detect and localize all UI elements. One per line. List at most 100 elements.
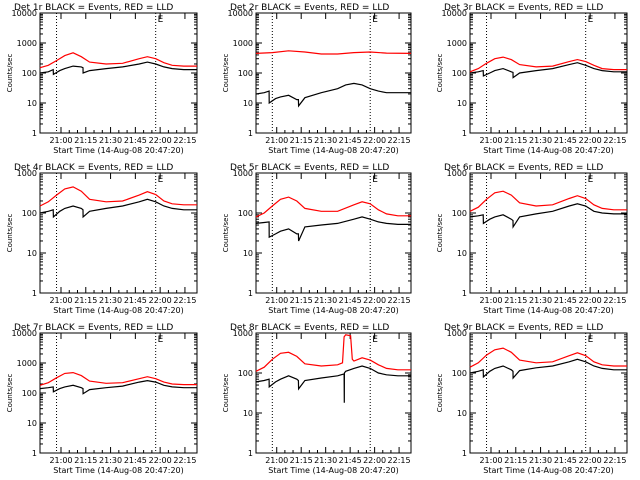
y-axis-label: Counts/sec [436,214,444,253]
x-tick-label: 21:15 [290,456,313,465]
x-tick-label: 21:00 [49,296,72,305]
x-tick-label: 22:00 [363,296,386,305]
panel-4: Det 4r BLACK = Events, RED = LLD 1 10 100 10… [6,163,198,315]
x-tick-label: 22:15 [603,296,626,305]
series-events-line [255,82,411,108]
x-tick-label: 21:45 [124,456,147,465]
y-tick-label: 10 [243,99,253,108]
corner-mark: E [158,335,164,345]
panel-5: Det 5r BLACK = Events, RED = LLD 1 10 100 10… [222,163,412,315]
x-tick-label: 21:45 [339,136,362,145]
x-tick-label: 22:15 [388,136,411,145]
series-events-line [39,379,197,395]
y-tick-label: 1000 [233,329,253,338]
y-tick-label: 100 [452,209,467,218]
y-tick-label: 10000 [442,9,467,18]
x-axis-label: Start Time (14-Aug-08 20:47:20) [53,306,184,315]
x-tick-label: 21:15 [74,456,97,465]
x-axis-label: Start Time (14-Aug-08 20:47:20) [483,146,614,155]
y-tick-label: 1000 [17,359,37,368]
y-tick-label: 10 [457,99,467,108]
panel-3: Det 3r BLACK = Events, RED = LLD 1 10 100 10… [436,3,628,155]
series-events-line [469,62,627,79]
plot-frame [255,332,412,454]
y-tick-label: 10 [457,249,467,258]
y-tick-label: 10 [243,409,253,418]
panel-title: Det 4r BLACK = Events, RED = LLD [14,163,173,173]
series-events-line [39,61,197,76]
y-tick-label: 1000 [17,169,37,178]
x-tick-label: 21:45 [339,296,362,305]
x-tick-label: 22:00 [579,296,602,305]
corner-mark: E [372,335,378,345]
series-lld-line [255,196,411,218]
series-lld-line [255,334,411,372]
x-axis-label: Start Time (14-Aug-08 20:47:20) [483,306,614,315]
corner-mark: E [588,175,594,185]
y-tick-label: 1 [248,449,253,458]
panel-2: Det 2r BLACK = Events, RED = LLD 1 10 100 10… [222,3,412,155]
x-tick-label: 21:00 [479,136,502,145]
y-tick-label: 100 [22,209,37,218]
series-events-line [469,358,627,380]
x-tick-label: 21:30 [99,296,122,305]
x-tick-label: 22:00 [149,296,172,305]
y-axis-label: Counts/sec [436,374,444,413]
y-tick-label: 100 [452,69,467,78]
series-lld-line [469,347,627,368]
panel-title: Det 6r BLACK = Events, RED = LLD [444,163,603,173]
x-tick-label: 22:15 [173,296,196,305]
series-lld-line [469,56,627,73]
x-tick-label: 21:15 [290,296,313,305]
x-tick-label: 21:00 [479,456,502,465]
x-axis-label: Start Time (14-Aug-08 20:47:20) [483,466,614,475]
y-axis-label: Counts/sec [222,214,230,253]
panel-9: Det 9r BLACK = Events, RED = LLD 1 10 100 10… [436,323,628,475]
x-axis-label: Start Time (14-Aug-08 20:47:20) [268,306,399,315]
y-tick-label: 1 [248,129,253,138]
x-tick-label: 21:30 [529,456,552,465]
series-lld-line [255,50,412,55]
y-axis-label: Counts/sec [6,214,14,253]
y-tick-label: 1000 [447,39,467,48]
x-axis-label: Start Time (14-Aug-08 20:47:20) [53,146,184,155]
y-tick-label: 100 [238,209,253,218]
y-tick-label: 1 [32,449,37,458]
x-tick-label: 21:30 [314,296,337,305]
panel-1: Det 1r BLACK = Events, RED = LLD 1 10 100 10… [6,3,198,155]
y-tick-label: 10 [457,409,467,418]
y-tick-label: 100 [22,389,37,398]
x-tick-label: 21:30 [529,296,552,305]
x-tick-label: 21:00 [479,296,502,305]
plot-frame [255,172,412,294]
y-tick-label: 1000 [233,39,253,48]
x-tick-label: 21:45 [554,296,577,305]
y-tick-label: 1 [248,289,253,298]
x-tick-label: 22:15 [603,456,626,465]
x-tick-label: 21:45 [124,296,147,305]
plot-frame [469,12,628,134]
x-tick-label: 21:45 [554,456,577,465]
x-tick-label: 21:30 [99,456,122,465]
panel-8: Det 8r BLACK = Events, RED = LLD 1 10 100 10… [222,323,412,475]
x-axis-label: Start Time (14-Aug-08 20:47:20) [268,466,399,475]
x-tick-label: 22:00 [363,456,386,465]
y-axis-label: Counts/sec [6,54,14,93]
y-tick-label: 1 [462,449,467,458]
x-tick-label: 21:00 [49,136,72,145]
x-tick-label: 22:00 [579,136,602,145]
plot-frame [469,172,628,294]
plot-frame [39,172,198,294]
panel-title: Det 2r BLACK = Events, RED = LLD [230,3,389,13]
x-tick-label: 21:45 [124,136,147,145]
y-tick-label: 10 [27,419,37,428]
y-tick-label: 1 [32,289,37,298]
y-tick-label: 10 [243,249,253,258]
x-tick-label: 22:00 [363,136,386,145]
y-axis-label: Counts/sec [222,54,230,93]
y-tick-label: 100 [452,369,467,378]
x-tick-label: 21:15 [290,136,313,145]
x-tick-label: 21:30 [99,136,122,145]
x-tick-label: 21:00 [49,456,72,465]
x-tick-label: 21:15 [504,456,527,465]
